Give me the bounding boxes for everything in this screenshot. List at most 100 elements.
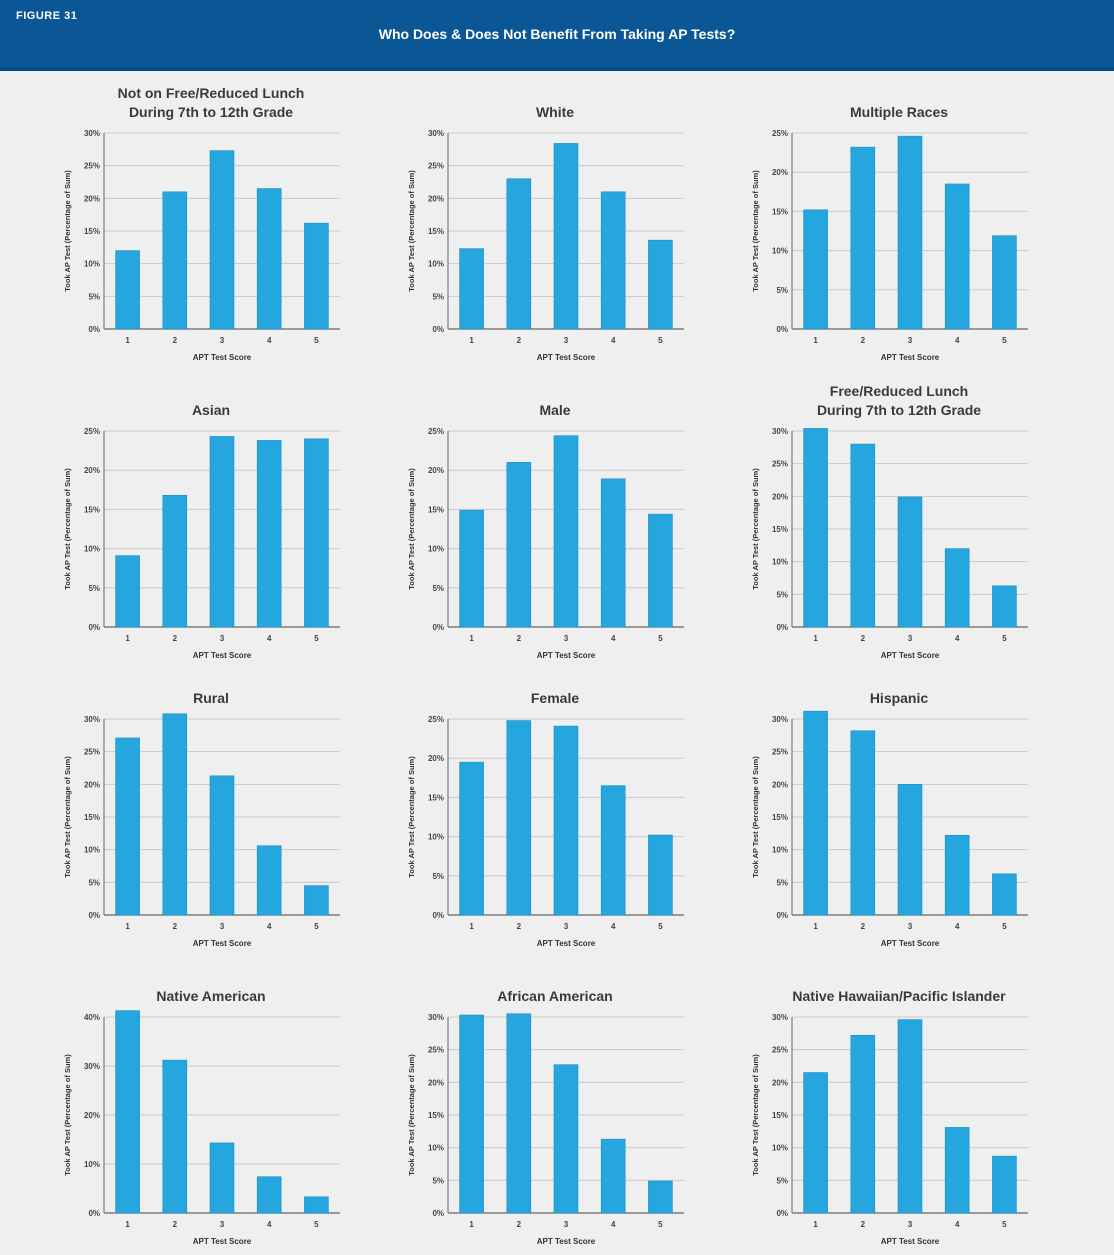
chart-title-line: Hispanic	[870, 690, 929, 706]
bar	[944, 183, 970, 330]
x-axis-label: APT Test Score	[881, 939, 940, 948]
chart-panel-5: Male 0% 5% 10% 15% 20% 25% 1 2 3 4 5 APT Test Score T…	[407, 402, 684, 660]
y-tick-label: 5%	[432, 292, 444, 301]
bar	[897, 496, 923, 628]
x-tick-label: 5	[314, 336, 319, 345]
y-tick-label: 30%	[84, 129, 100, 138]
x-tick-label: 1	[469, 634, 474, 643]
y-tick-label: 0%	[432, 325, 444, 334]
bar	[256, 1176, 282, 1214]
bar	[506, 462, 532, 628]
bar	[209, 150, 235, 330]
bar	[115, 250, 140, 330]
x-axis-label: APT Test Score	[537, 651, 596, 660]
x-tick-label: 4	[955, 922, 960, 931]
y-tick-label: 25%	[428, 162, 444, 171]
x-tick-label: 3	[220, 336, 225, 345]
bar	[209, 1142, 235, 1214]
bar	[256, 188, 282, 330]
y-tick-label: 5%	[432, 1176, 444, 1185]
figure-title: Who Does & Does Not Benefit From Taking …	[378, 26, 736, 42]
y-tick-label: 25%	[84, 748, 100, 757]
x-axis-label: APT Test Score	[537, 353, 596, 362]
bar	[115, 555, 140, 628]
x-tick-label: 2	[517, 336, 522, 345]
y-tick-label: 20%	[772, 1078, 788, 1087]
x-tick-label: 5	[1002, 922, 1007, 931]
bar	[600, 1138, 626, 1214]
bar	[897, 135, 923, 330]
y-tick-label: 5%	[432, 584, 444, 593]
y-axis-label: Took AP Test (Percentage of Sum)	[407, 756, 416, 878]
bar	[459, 509, 484, 628]
y-tick-label: 10%	[772, 558, 788, 567]
x-tick-label: 5	[314, 1220, 319, 1229]
y-tick-label: 5%	[776, 878, 788, 887]
y-tick-label: 5%	[88, 878, 100, 887]
x-axis-label: APT Test Score	[193, 939, 252, 948]
chart-panel-2: White 0% 5% 10% 15% 20% 25% 30% 1 2 3 4 5 APT Test Sc…	[407, 104, 684, 362]
chart-title-line: Female	[531, 690, 579, 706]
x-tick-label: 4	[955, 634, 960, 643]
y-tick-label: 20%	[428, 194, 444, 203]
y-axis-label: Took AP Test (Percentage of Sum)	[751, 170, 760, 292]
x-tick-label: 4	[611, 922, 616, 931]
chart-grid: Not on Free/Reduced Lunch During 7th to 1…	[0, 71, 1114, 1255]
x-tick-label: 2	[861, 336, 866, 345]
x-tick-label: 3	[220, 1220, 225, 1229]
y-tick-label: 5%	[776, 1176, 788, 1185]
y-axis-label: Took AP Test (Percentage of Sum)	[407, 1054, 416, 1176]
chart-title-line: White	[536, 104, 574, 120]
bar	[256, 845, 282, 916]
y-tick-label: 25%	[428, 1046, 444, 1055]
y-tick-label: 0%	[432, 623, 444, 632]
chart-title-line: Asian	[192, 402, 230, 418]
y-tick-label: 20%	[772, 168, 788, 177]
x-tick-label: 5	[1002, 1220, 1007, 1229]
y-tick-label: 30%	[84, 1062, 100, 1071]
bar	[304, 222, 329, 330]
y-tick-label: 30%	[772, 1013, 788, 1022]
y-tick-label: 30%	[772, 427, 788, 436]
bar	[648, 239, 673, 330]
y-tick-label: 40%	[84, 1013, 100, 1022]
x-tick-label: 4	[267, 1220, 272, 1229]
y-axis-label: Took AP Test (Percentage of Sum)	[63, 468, 72, 590]
bar	[850, 146, 876, 330]
bar	[553, 435, 579, 628]
x-tick-label: 3	[564, 336, 569, 345]
y-tick-label: 25%	[84, 427, 100, 436]
y-tick-label: 20%	[772, 492, 788, 501]
bar	[115, 737, 140, 916]
x-tick-label: 2	[861, 1220, 866, 1229]
y-axis-label: Took AP Test (Percentage of Sum)	[407, 468, 416, 590]
y-tick-label: 10%	[772, 846, 788, 855]
x-tick-label: 3	[564, 922, 569, 931]
chart-title-line: Not on Free/Reduced Lunch	[118, 85, 305, 101]
y-tick-label: 25%	[772, 129, 788, 138]
chart-panel-9: Hispanic 0% 5% 10% 15% 20% 25% 30% 1 2 3 4 5 APT Test…	[751, 690, 1028, 948]
bar	[648, 1180, 673, 1214]
bar	[162, 1059, 188, 1214]
bar	[850, 1034, 876, 1214]
chart-panel-11: African American 0% 5% 10% 15% 20% 25% 30% 1 2 3 4 5…	[407, 988, 684, 1246]
chart-title-line: African American	[497, 988, 612, 1004]
bar	[209, 436, 235, 628]
y-tick-label: 25%	[428, 715, 444, 724]
bar	[897, 784, 923, 916]
chart-title-line: Native American	[156, 988, 265, 1004]
chart-title-line: During 7th to 12th Grade	[129, 104, 293, 120]
x-tick-label: 4	[611, 1220, 616, 1229]
figure-header: FIGURE 31 Who Does & Does Not Benefit Fr…	[0, 0, 1114, 71]
x-tick-label: 4	[611, 634, 616, 643]
bar	[944, 834, 970, 916]
chart-panel-12: Native Hawaiian/Pacific Islander 0% 5% 10% 1…	[751, 988, 1028, 1246]
y-tick-label: 20%	[428, 754, 444, 763]
y-tick-label: 15%	[428, 227, 444, 236]
x-tick-label: 5	[1002, 336, 1007, 345]
bar	[992, 873, 1017, 916]
y-tick-label: 25%	[428, 427, 444, 436]
x-axis-label: APT Test Score	[881, 353, 940, 362]
y-tick-label: 15%	[772, 813, 788, 822]
y-tick-label: 15%	[772, 525, 788, 534]
